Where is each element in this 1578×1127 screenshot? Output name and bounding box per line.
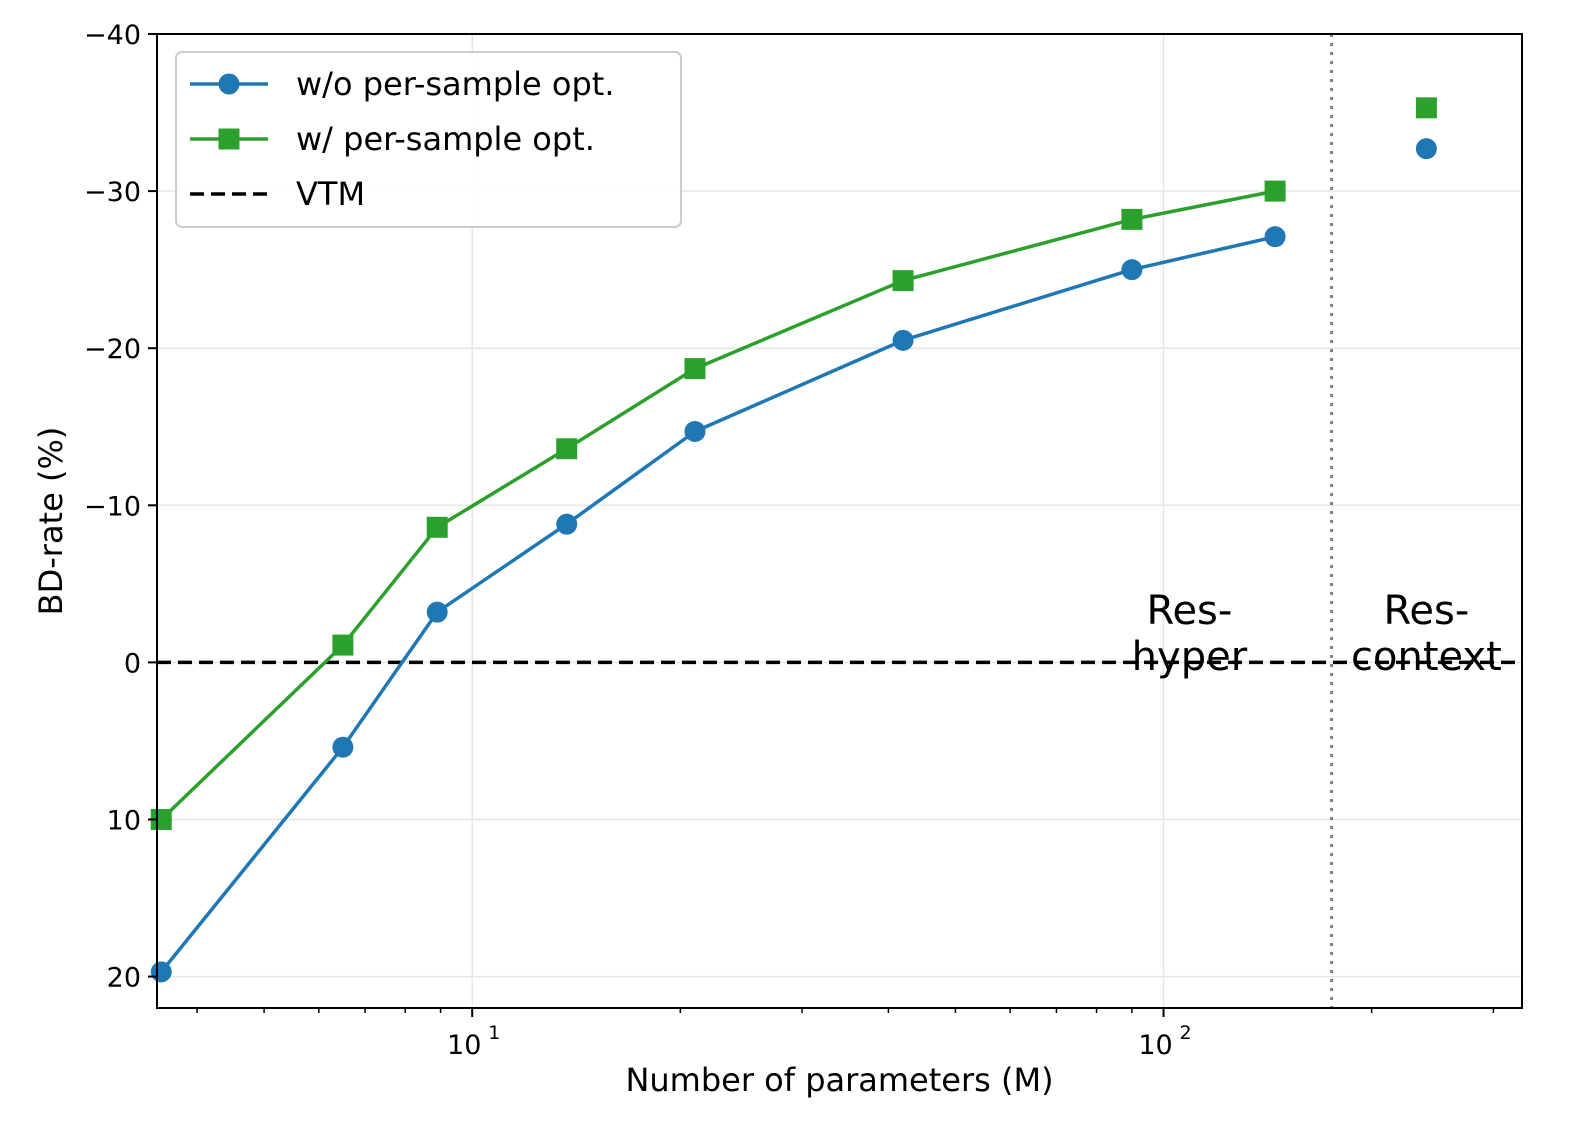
plot-frame [156,33,1523,1009]
data-point-w-per-sample [892,270,914,292]
data-point-w-per-sample [1264,180,1286,202]
data-point-wo-per-sample [1264,226,1286,248]
y-tick-label: −10 [84,491,141,522]
y-tick-label: 0 [124,648,141,679]
data-point-wo-per-sample [332,736,354,758]
y-axis-label: BD-rate (%) [32,427,70,616]
region-label: hyper [1132,634,1248,680]
legend: w/o per-sample opt. w/ per-sample opt. VTM [175,51,682,228]
data-point-wo-per-sample [892,329,914,351]
data-point-wo-per-sample [426,601,448,623]
region-label: Res- [1383,588,1469,634]
axis-ticks: −40 −30 −20 −10 0 10 20 10 1 10 2 [84,20,1495,1061]
y-tick-label: −30 [84,177,141,208]
data-point-wo-per-sample [684,420,706,442]
series-line-wo-per-sample [159,234,1276,974]
legend-label: w/ per-sample opt. [296,120,595,158]
x-tick-label: 10 [1138,1030,1172,1061]
reference-lines [157,34,1522,1008]
x-tick-exponent: 2 [1180,1022,1192,1044]
data-point-w-per-sample [332,634,354,656]
y-tick-label: −20 [84,334,141,365]
data-point-w-per-sample [1121,208,1143,230]
legend-marker [218,128,240,150]
data-point-wo-per-sample [150,961,172,983]
x-tick-exponent: 1 [488,1022,500,1044]
legend-label: VTM [296,175,365,213]
series [150,97,1437,983]
res-context-point [1415,138,1437,160]
y-tick-label: −40 [84,20,141,51]
x-tick-label: 10 [447,1030,481,1061]
region-label: context [1351,634,1502,680]
region-label: Res- [1146,588,1232,634]
data-point-w-per-sample [684,358,706,380]
legend-marker [218,73,240,95]
y-tick-label: 20 [107,963,141,994]
x-axis-label: Number of parameters (M) [625,1061,1053,1099]
legend-box [175,51,682,228]
series-line-w-per-sample [160,189,1276,821]
legend-label: w/o per-sample opt. [296,65,614,103]
data-point-wo-per-sample [556,513,578,535]
data-point-w-per-sample [556,438,578,460]
data-point-wo-per-sample [1121,259,1143,281]
res-context-point [1415,97,1437,119]
data-point-w-per-sample [426,516,448,538]
y-tick-label: 10 [107,805,141,836]
